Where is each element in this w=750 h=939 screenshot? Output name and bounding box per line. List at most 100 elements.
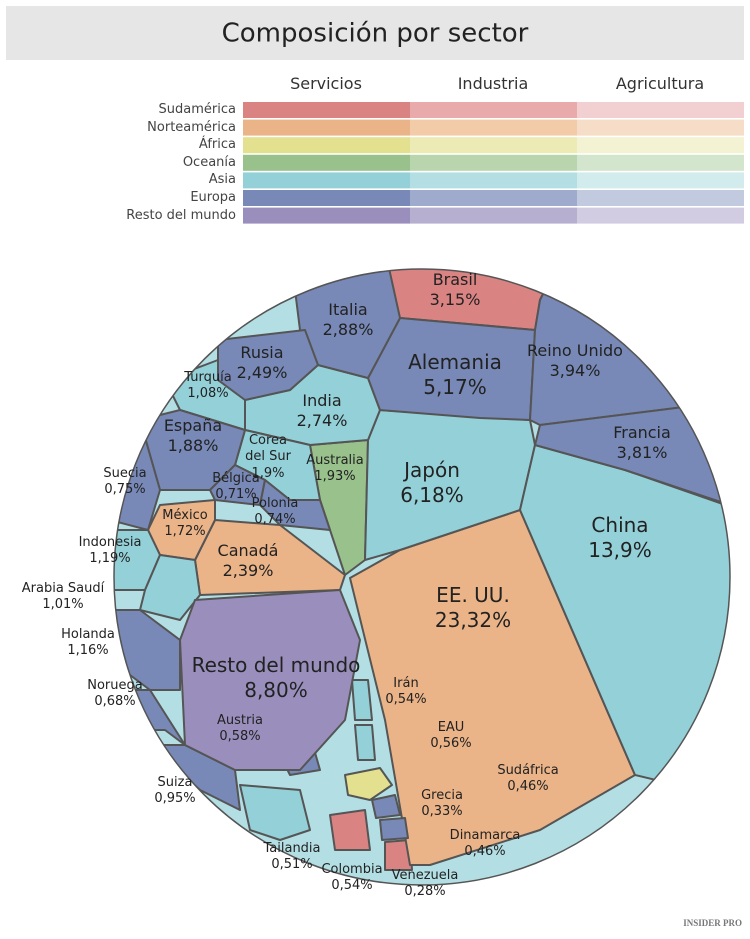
- country-label: Colombia 0,54%: [321, 862, 382, 895]
- country-name: Rusia: [240, 343, 284, 362]
- value-label: 1,9%: [251, 465, 285, 481]
- country-name: India: [302, 391, 342, 410]
- value-label: 3,81%: [616, 443, 668, 462]
- country-label: EE. UU. 23,32%: [435, 583, 511, 633]
- country-name: China: [591, 513, 649, 537]
- country-label: Brasil 3,15%: [430, 270, 481, 310]
- country-label: Suecia 0,75%: [103, 466, 146, 499]
- value-label: 2,88%: [322, 320, 374, 339]
- legend-swatch: [577, 102, 744, 118]
- country-label: Dinamarca 0,46%: [450, 828, 521, 861]
- legend-text: Sudamérica: [158, 102, 236, 117]
- country-label: India 2,74%: [297, 391, 348, 431]
- legend-text: Norteamérica: [147, 119, 236, 135]
- value-label: 0,46%: [464, 844, 506, 860]
- country-label: EAU 0,56%: [430, 720, 471, 753]
- country-name: Colombia: [321, 862, 383, 877]
- country-name: EAU: [437, 720, 465, 735]
- country-label: Canadá 2,39%: [218, 541, 279, 581]
- treemap: [114, 269, 730, 885]
- value-label: 0,28%: [404, 884, 446, 900]
- country-label: Tailandia 0,51%: [263, 841, 320, 874]
- country-name: Reino Unido: [527, 341, 623, 360]
- legend-swatch: [243, 102, 410, 118]
- legend-swatch: [410, 172, 577, 189]
- sector-header: Industria: [410, 74, 576, 93]
- country-label: Resto del mundo 8,80%: [192, 653, 361, 703]
- country-name: Grecia: [421, 788, 463, 803]
- legend-text: Oceanía: [182, 154, 236, 170]
- country-label: México 1,72%: [162, 508, 207, 541]
- country-name: Suecia: [103, 466, 147, 481]
- country-label: Reino Unido 3,94%: [527, 341, 623, 381]
- value-label: 1,16%: [67, 643, 109, 659]
- country-label: Bélgica 0,71%: [212, 471, 260, 504]
- country-name: Holanda: [61, 627, 115, 642]
- country-name: Francia: [613, 423, 671, 442]
- legend-swatch: [577, 172, 744, 189]
- legend-swatch: [410, 154, 577, 171]
- country-name: Polonia: [251, 496, 299, 511]
- country-label: Noruega 0,68%: [87, 678, 142, 711]
- country-cell: [217, 329, 319, 401]
- country-name: Resto del mundo: [191, 653, 361, 677]
- legend-swatch: [410, 207, 577, 224]
- country-name: EE. UU.: [436, 583, 510, 607]
- value-label: 23,32%: [434, 608, 512, 632]
- country-cell: [529, 269, 730, 426]
- legend-swatch: [577, 207, 744, 224]
- country-label: Australia 1,93%: [306, 453, 364, 486]
- legend-swatch: [577, 137, 744, 154]
- country-label: Rusia 2,49%: [237, 343, 288, 383]
- value-label: 1,19%: [89, 551, 131, 567]
- legend-swatch: [410, 102, 577, 118]
- legend-text: Asia: [208, 172, 236, 188]
- legend-label: Norteamérica: [110, 120, 236, 136]
- country-cell: [344, 767, 393, 801]
- legend-swatch: [577, 190, 744, 206]
- country-name: Venezuela: [391, 868, 459, 883]
- country-name: Irán: [393, 676, 419, 691]
- legend-label: Resto del mundo: [110, 208, 236, 224]
- value-label: 1,01%: [42, 597, 84, 613]
- country-label: Alemania 5,17%: [408, 350, 502, 400]
- logo: INSIDER PRO: [683, 918, 742, 928]
- sector-header-text: Agricultura: [615, 74, 705, 93]
- country-cell: [354, 724, 376, 761]
- country-label: Irán 0,54%: [385, 676, 426, 709]
- country-name: España: [163, 416, 223, 435]
- country-name: Bélgica: [212, 471, 260, 486]
- country-label: Italia 2,88%: [323, 300, 374, 340]
- value-label: 1,88%: [167, 436, 219, 455]
- country-label: Grecia 0,33%: [421, 788, 463, 821]
- country-label: Arabia Saudí 1,01%: [22, 581, 105, 614]
- country-name: Corea del Sur: [245, 433, 291, 465]
- legend-text: Europa: [190, 190, 236, 205]
- value-label: 6,18%: [400, 483, 464, 507]
- country-name: Italia: [328, 300, 368, 319]
- country-cell: [371, 794, 401, 819]
- country-name: Sudáfrica: [497, 763, 559, 778]
- value-label: 1,72%: [164, 524, 206, 540]
- legend-swatch: [243, 207, 410, 224]
- value-label: 3,94%: [549, 361, 601, 380]
- country-cell: [364, 409, 536, 561]
- country-label: Suiza 0,95%: [154, 775, 195, 808]
- legend-label: África: [110, 137, 236, 153]
- legend-text: África: [198, 137, 236, 153]
- legend-swatch: [410, 119, 577, 136]
- legend-swatch: [243, 137, 410, 154]
- value-label: 2,49%: [236, 363, 288, 382]
- legend-label: Sudamérica: [110, 102, 236, 118]
- legend-swatch: [243, 119, 410, 136]
- country-name: Dinamarca: [449, 828, 521, 843]
- country-label: Indonesia 1,19%: [79, 535, 142, 568]
- value-label: 0,74%: [254, 512, 296, 528]
- value-label: 0,33%: [421, 804, 463, 820]
- value-label: 0,75%: [104, 482, 146, 498]
- legend-swatch: [577, 154, 744, 171]
- legend-swatch: [410, 190, 577, 206]
- value-label: 2,39%: [222, 561, 274, 580]
- country-label: Polonia 0,74%: [252, 496, 299, 529]
- country-cell: [384, 839, 413, 871]
